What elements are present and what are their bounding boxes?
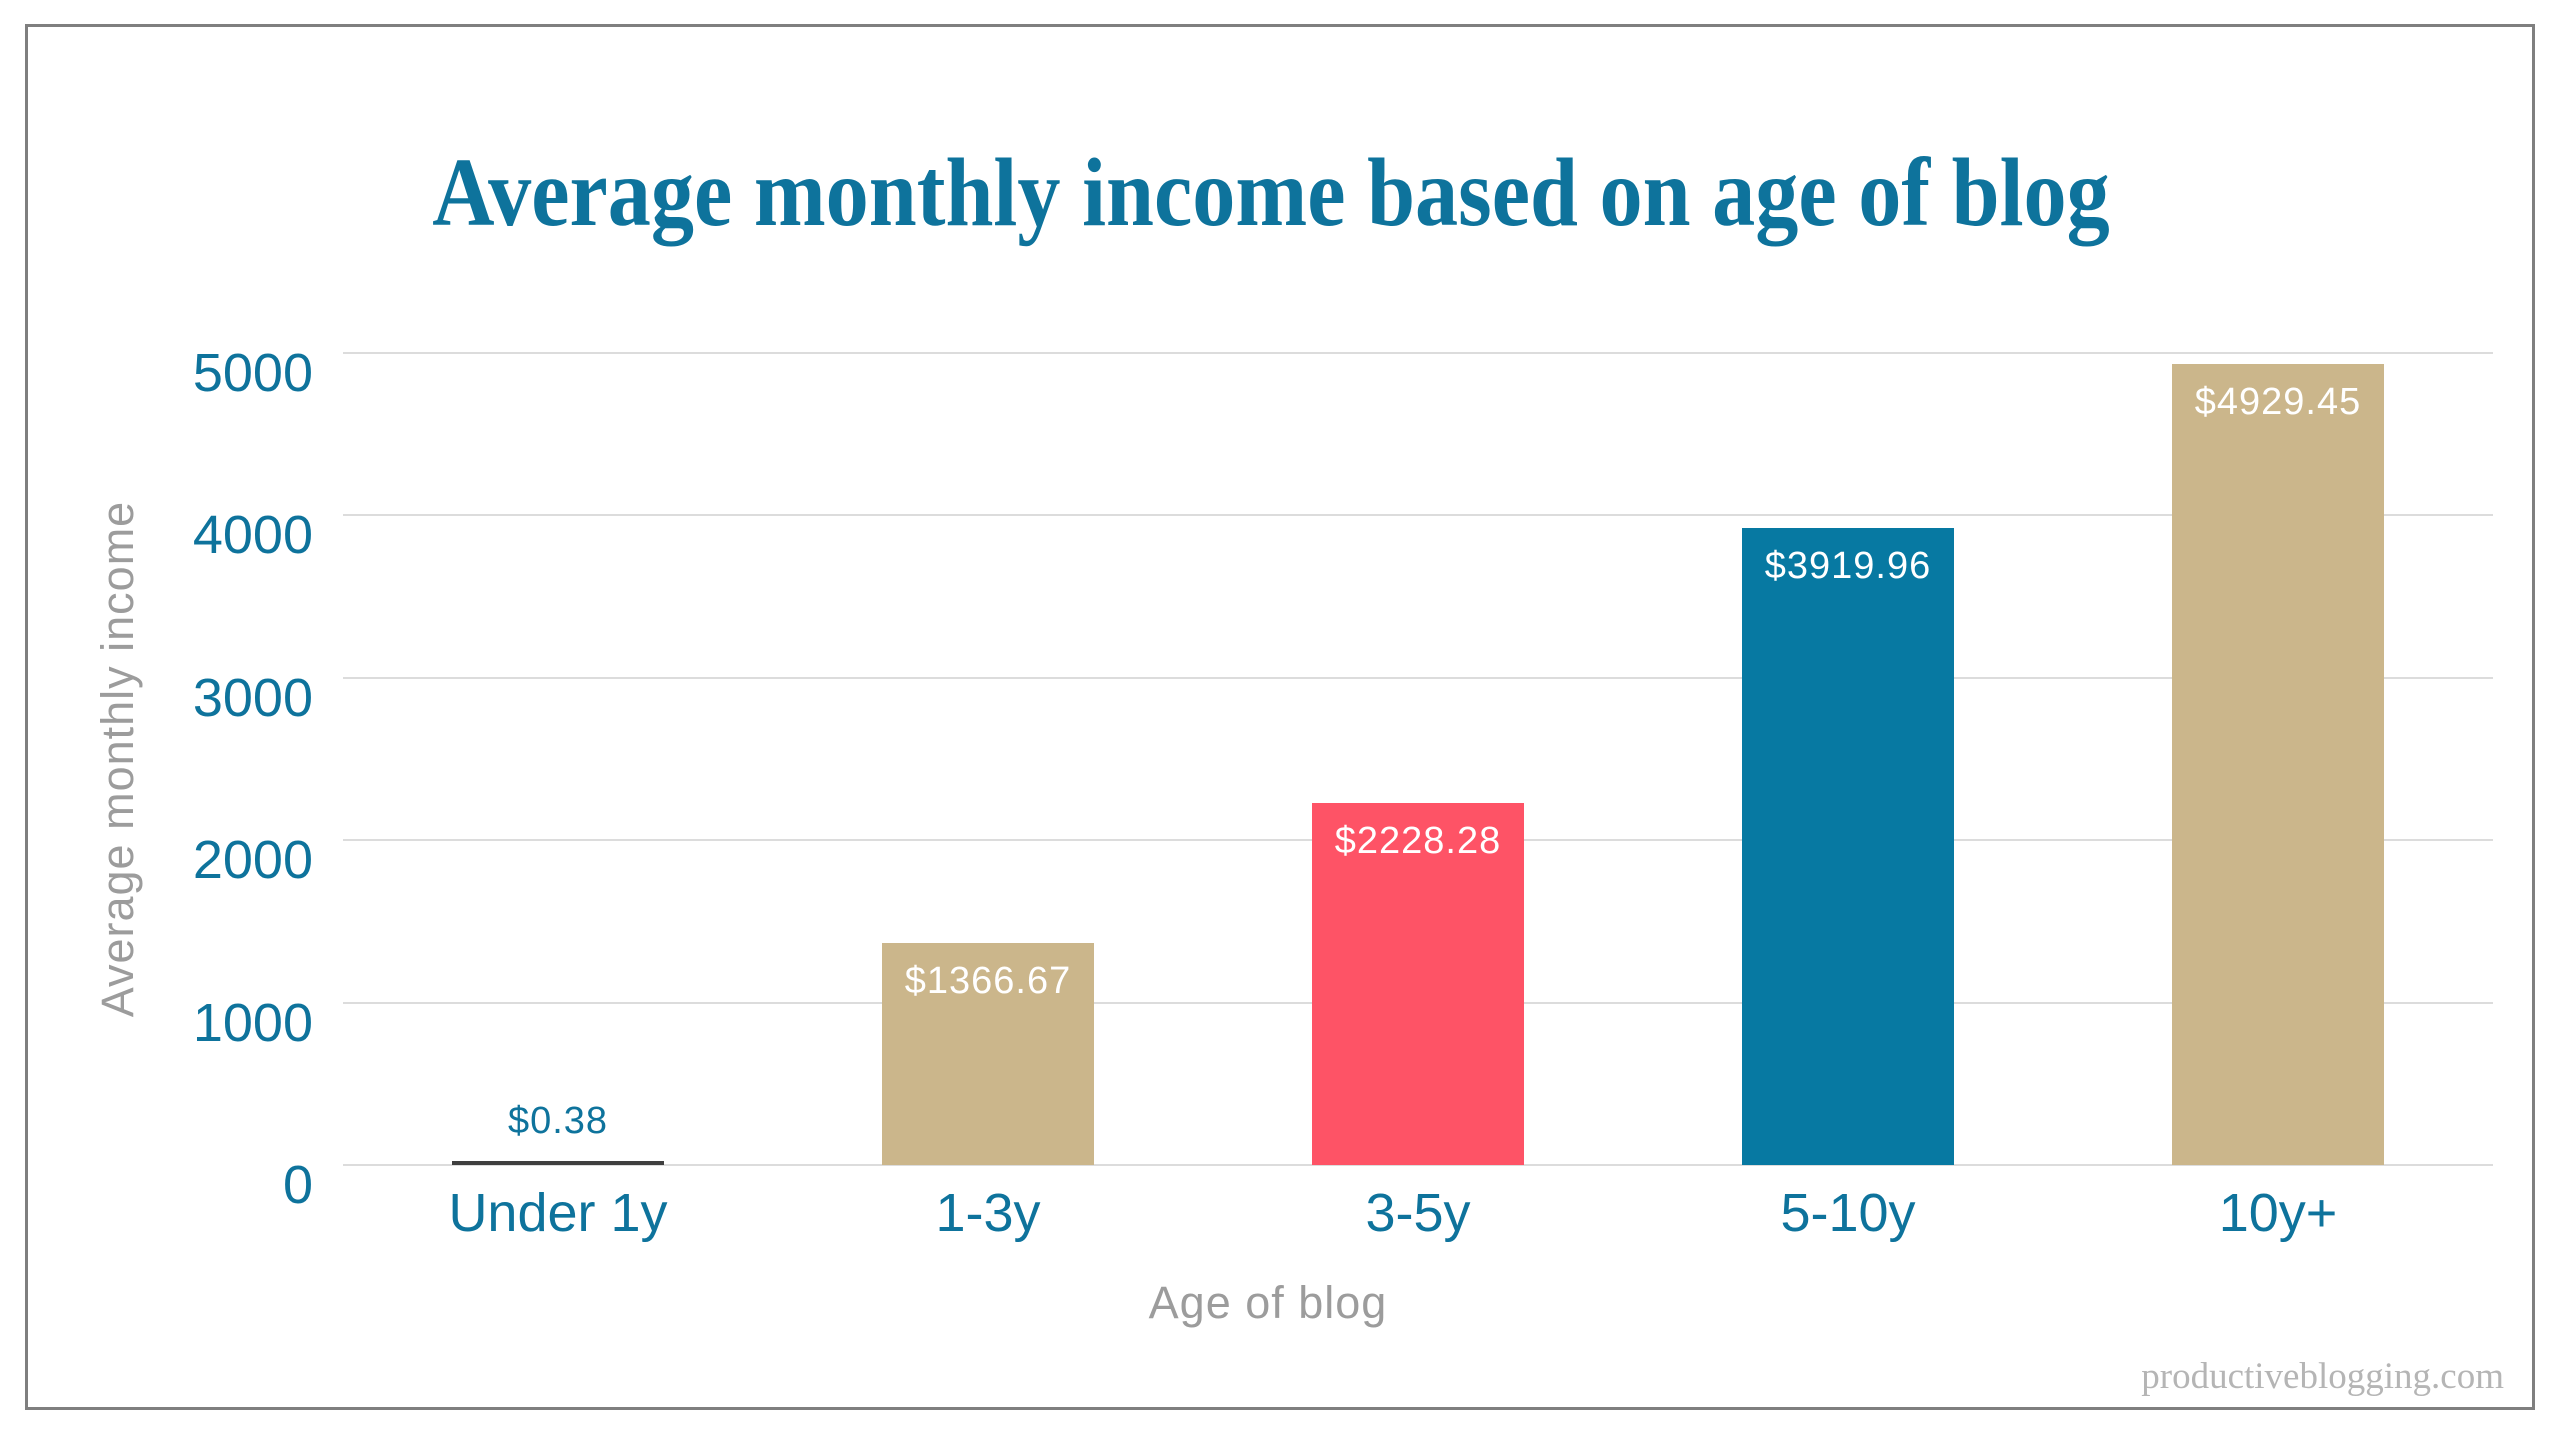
y-axis-title: Average monthly income (92, 500, 143, 1018)
plot-area: 0 1000 2000 3000 4000 5000 $0.38 Under 1y $1366.… (193, 346, 2493, 1240)
x-category-label: 1-3y (935, 1183, 1041, 1243)
chart-frame: Average monthly income based on age of b… (25, 24, 2535, 1410)
bar-value-label: $3919.96 (1764, 545, 1932, 588)
gridline (343, 676, 2493, 679)
bar-value-label: $2228.28 (1334, 820, 1502, 863)
bar-value-label: $4929.45 (2194, 381, 2362, 424)
bar-10y- (2172, 364, 2384, 1165)
bar-3-5y (1312, 803, 1524, 1165)
bar-value-label: $1366.67 (904, 960, 1072, 1003)
bar-5-10y (1742, 528, 1954, 1165)
x-category-label: 10y+ (2218, 1183, 2338, 1243)
bar-value-label: $0.38 (507, 1100, 609, 1142)
bar-1-3y (882, 943, 1094, 1165)
y-tick-label: 5000 (192, 343, 313, 403)
y-tick-label: 3000 (192, 667, 313, 728)
y-tick-label: 0 (282, 1155, 313, 1215)
x-category-label: 3-5y (1365, 1183, 1471, 1243)
y-tick-label: 4000 (192, 505, 313, 566)
gridline (343, 514, 2493, 517)
gridline (343, 352, 2493, 354)
y-tick-label: 2000 (192, 830, 313, 891)
x-category-label: 5-10y (1780, 1183, 1916, 1243)
x-category-label: Under 1y (448, 1183, 668, 1243)
gridline (343, 1164, 2493, 1166)
y-tick-label: 1000 (192, 992, 313, 1053)
chart-title: Average monthly income based on age of b… (432, 139, 2110, 247)
bar-under-1y (452, 1161, 664, 1165)
watermark: productiveblogging.com (2141, 1356, 2504, 1397)
x-axis-title: Age of blog (1148, 1277, 1388, 1328)
